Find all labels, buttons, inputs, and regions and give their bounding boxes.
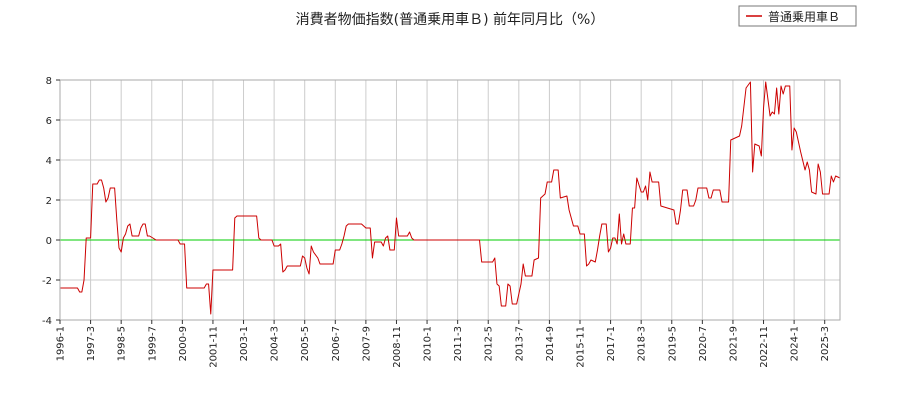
x-tick-label: 2004-3 (270, 326, 281, 361)
y-tick-label: 8 (46, 76, 52, 87)
x-tick-label: 2018-3 (637, 326, 648, 361)
x-tick-label: 2014-9 (545, 326, 556, 361)
x-tick-label: 2001-11 (208, 326, 219, 368)
x-tick-label: 2010-1 (423, 326, 434, 361)
chart-title: 消費者物価指数(普通乗用車Ｂ) 前年同月比（%） (296, 11, 605, 28)
legend-box (738, 5, 857, 27)
series-line (60, 81, 841, 315)
y-tick-label: -2 (42, 276, 52, 287)
x-tick-label: 2011-3 (453, 326, 464, 361)
x-tick-label: 2017-1 (606, 326, 617, 361)
x-tick-label: 1999-7 (147, 326, 158, 361)
x-tick-label: 2005-5 (300, 326, 311, 361)
x-tick-label: 2019-5 (667, 326, 678, 361)
x-tick-label: 2012-5 (484, 326, 495, 361)
y-tick-label: 0 (46, 236, 52, 247)
x-tick-label: 2007-9 (361, 326, 372, 361)
y-axis-ticks: -4 -2 0 2 4 6 8 (42, 76, 60, 327)
x-tick-label: 1998-5 (117, 326, 128, 361)
x-tick-label: 2000-9 (178, 326, 189, 361)
x-tick-label: 1996-1 (56, 326, 67, 361)
series-layer (60, 81, 841, 315)
x-tick-label: 2003-1 (239, 326, 250, 361)
y-tick-label: 2 (46, 196, 52, 207)
x-tick-label: 2013-7 (514, 326, 525, 361)
y-tick-label: 6 (46, 116, 52, 127)
x-tick-label: 1997-3 (86, 326, 97, 361)
y-tick-label: -4 (42, 316, 52, 327)
x-tick-label: 2015-11 (576, 326, 587, 368)
y-tick-label: 4 (46, 156, 52, 167)
x-tick-label: 2008-11 (392, 326, 403, 368)
legend-entry-label: 普通乗用車Ｂ (768, 10, 840, 24)
x-tick-label: 2025-3 (820, 326, 831, 361)
x-axis-ticks: 1996-1 1997-3 1998-5 1999-7 2000-9 2001-11 200… (56, 320, 831, 368)
x-tick-label: 2024-1 (790, 326, 801, 361)
x-tick-label: 2021-9 (728, 326, 739, 361)
x-tick-label: 2006-7 (331, 326, 342, 361)
x-tick-label: 2020-7 (698, 326, 709, 361)
legend: 普通乗用車Ｂ (738, 5, 857, 27)
x-tick-label: 2022-11 (759, 326, 770, 368)
